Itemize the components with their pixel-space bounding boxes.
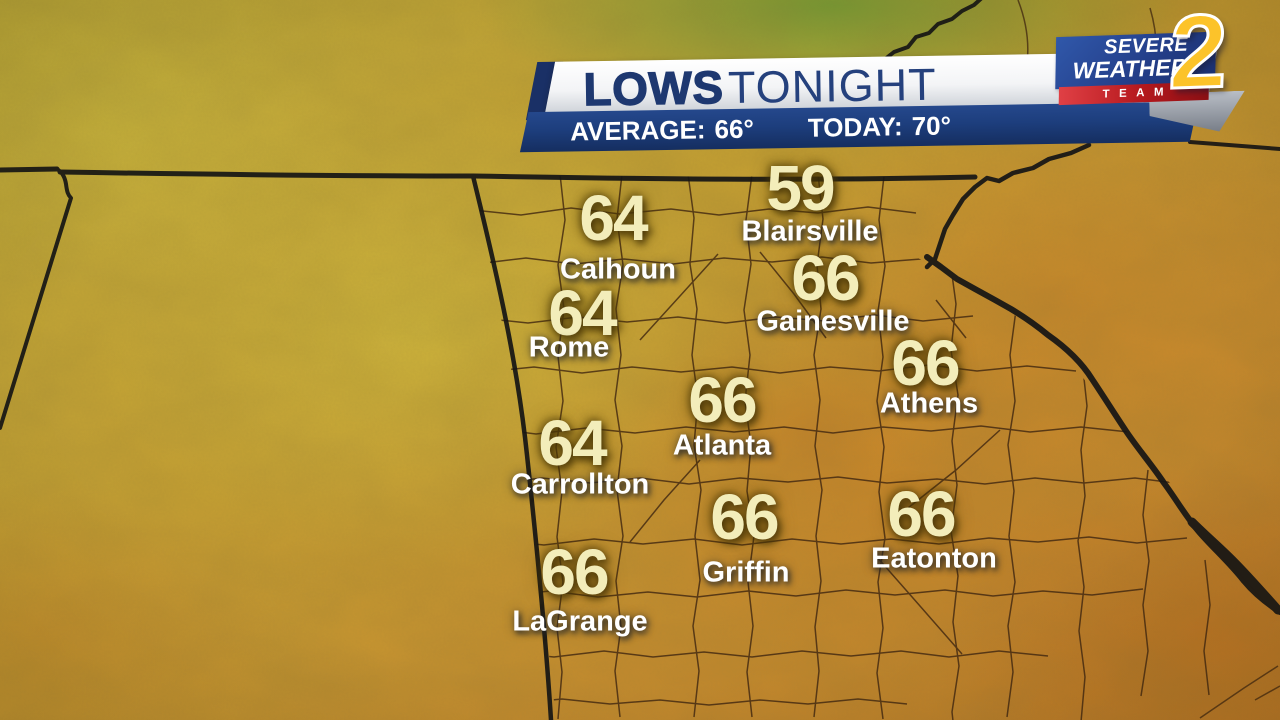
page-title-lows: LOWS — [583, 60, 725, 116]
page-title-tonight: TONIGHT — [727, 58, 938, 114]
stat-today: TODAY: 70° — [808, 110, 952, 143]
stat-today-value: 70° — [911, 110, 952, 141]
channel-2-numeral: 2 — [1166, 0, 1231, 113]
stat-average: AVERAGE: 66° — [570, 113, 754, 147]
severe-weather-team-2-logo: SEVERE WEATHER TEAM 2 — [1046, 0, 1250, 127]
stat-average-value: 66° — [714, 113, 755, 144]
stat-today-label: TODAY: — [807, 110, 903, 143]
stat-average-label: AVERAGE: — [569, 113, 706, 146]
